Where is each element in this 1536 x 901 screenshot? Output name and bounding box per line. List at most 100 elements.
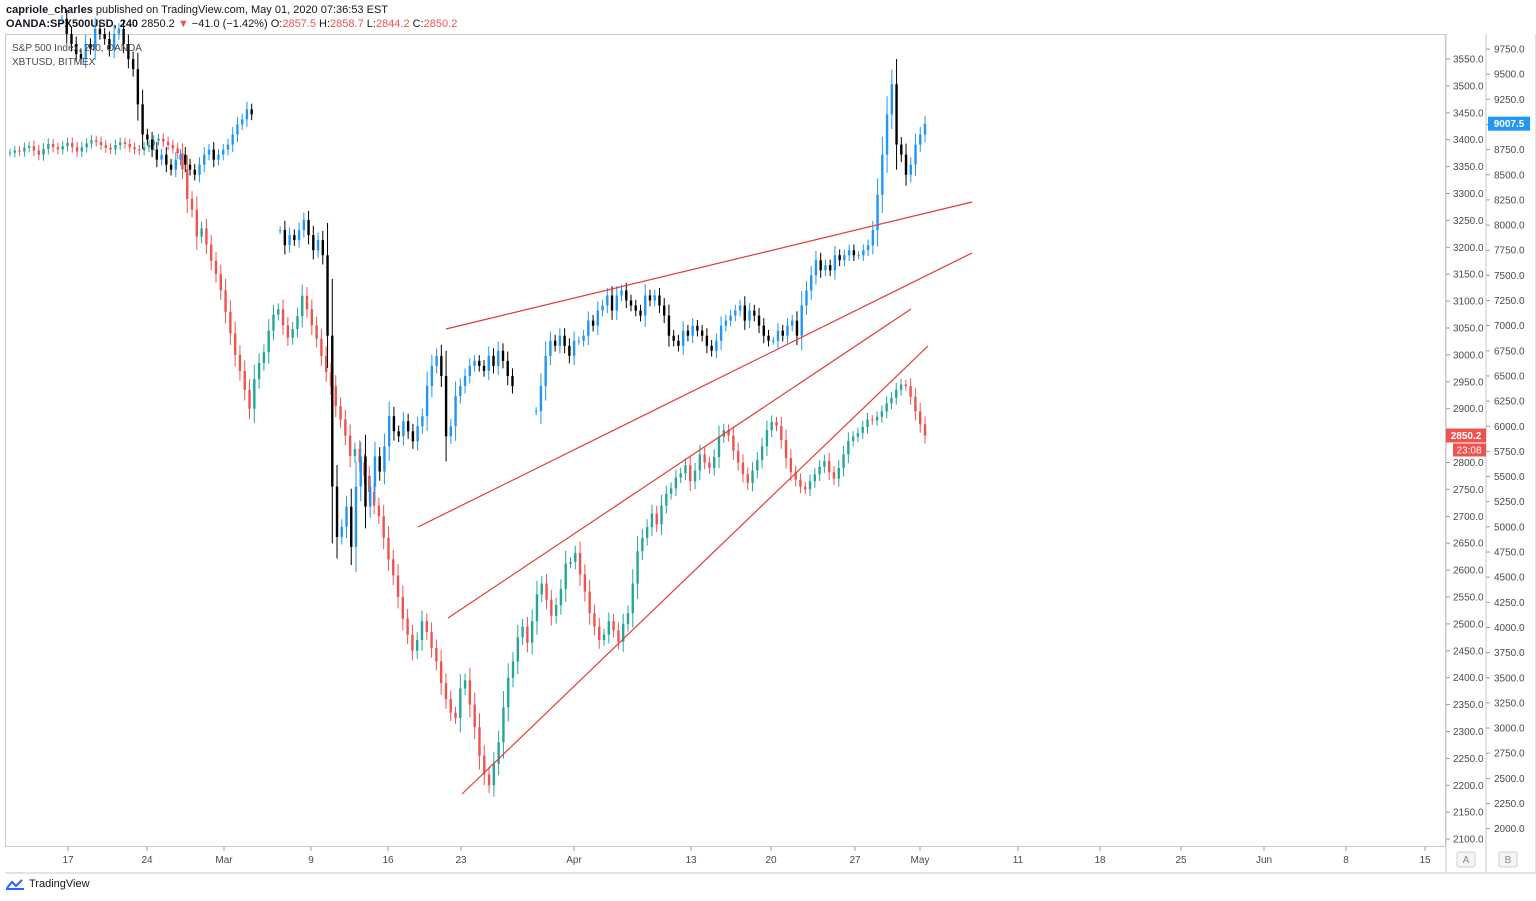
- spx-candle: [564, 563, 567, 589]
- xbt-candle: [534, 411, 538, 413]
- xbt-candle: [620, 290, 623, 296]
- xbt-candle: [639, 310, 642, 316]
- spx-candle: [171, 145, 175, 149]
- trend-line: [461, 345, 929, 795]
- xbt-candle: [454, 396, 457, 427]
- low-label: L:: [366, 18, 376, 30]
- spx-candle: [736, 450, 740, 463]
- spx-candle: [674, 477, 678, 489]
- spx-candle: [751, 470, 754, 483]
- xbt-candle: [212, 149, 215, 160]
- scale-button-a[interactable]: [1456, 851, 1476, 868]
- trend-line: [445, 201, 973, 330]
- trend-line: [417, 252, 973, 528]
- right-axis-label: 3250.0: [1494, 698, 1525, 709]
- spx-candle: [224, 290, 227, 312]
- xbt-candle: [278, 230, 282, 232]
- spx-candle: [277, 309, 280, 315]
- xbt-candle: [814, 260, 818, 276]
- right-axis-label: 2000.0: [1494, 824, 1525, 835]
- xbt-candle: [658, 295, 661, 306]
- spx-candle: [334, 386, 337, 407]
- spx-candle: [61, 146, 64, 150]
- spx-candle: [123, 142, 127, 145]
- xbt-candle: [881, 154, 884, 195]
- x-axis-label: 20: [765, 855, 777, 866]
- xbt-candle: [174, 159, 178, 170]
- xbt-candle: [686, 330, 690, 336]
- spx-candle: [142, 147, 146, 151]
- xbt-candle: [340, 526, 343, 537]
- xbt-candle: [406, 421, 410, 432]
- right-axis-label: 7000.0: [1494, 321, 1525, 332]
- xbt-candle: [359, 456, 362, 487]
- spx-candle: [459, 688, 462, 719]
- right-axis-label: 6000.0: [1494, 422, 1525, 433]
- xbt-candle: [606, 295, 609, 306]
- spx-candle: [23, 147, 26, 152]
- spx-candle: [18, 150, 21, 152]
- spx-candle: [47, 144, 50, 149]
- xbt-candle: [93, 28, 97, 49]
- xbt-candle: [644, 295, 647, 316]
- spx-candle: [569, 562, 572, 564]
- x-axis-label: 15: [1419, 855, 1431, 866]
- xbt-candle: [112, 33, 116, 49]
- xbt-candle: [487, 355, 490, 371]
- xbt-candle: [729, 315, 732, 321]
- xbt-candle: [767, 335, 770, 341]
- xbt-candle: [326, 255, 329, 336]
- xbt-candle: [700, 330, 704, 336]
- footer-brand[interactable]: TradingView: [6, 878, 90, 890]
- xbt-candle: [117, 28, 121, 34]
- right-axis-label: 3750.0: [1494, 648, 1525, 659]
- xbt-candle: [70, 33, 73, 44]
- spx-candle: [689, 465, 692, 482]
- xbt-candle: [904, 154, 908, 175]
- xbt-candle: [316, 240, 320, 251]
- spx-candle: [176, 148, 179, 154]
- xbt-candle: [468, 365, 471, 376]
- countdown-badge: 23:08: [1456, 445, 1481, 456]
- right-axis-label: 7750.0: [1494, 246, 1525, 257]
- left-axis-label: 2900.0: [1453, 404, 1484, 415]
- spx-candle: [507, 677, 510, 708]
- xbt-candle: [781, 330, 784, 336]
- right-axis-label: 9750.0: [1494, 45, 1525, 56]
- spx-candle: [760, 446, 764, 460]
- spx-candle: [535, 594, 539, 622]
- xbt-candle: [131, 59, 135, 70]
- x-axis-label: 16: [382, 855, 394, 866]
- spx-candle: [660, 505, 663, 525]
- spx-candle: [253, 379, 256, 409]
- spx-candle: [703, 454, 706, 463]
- xbt-candle: [786, 325, 789, 336]
- spx-candle: [411, 634, 414, 651]
- spx-candle: [684, 465, 687, 474]
- left-axis-label: 3300.0: [1453, 189, 1484, 200]
- xbt-candle: [463, 375, 467, 387]
- xbt-candle: [65, 18, 68, 34]
- spx-candle: [118, 142, 122, 146]
- spx-candle: [890, 397, 893, 404]
- spx-candle: [372, 492, 376, 506]
- xbt-candle: [60, 18, 64, 20]
- spx-candle: [186, 169, 189, 199]
- xbt-candle: [653, 295, 656, 301]
- xbt-candle: [312, 235, 315, 251]
- spx-candle: [847, 440, 850, 455]
- xbt-candle: [876, 194, 879, 231]
- xbt-candle: [895, 84, 898, 145]
- spx-candle: [856, 432, 860, 437]
- xbt-candle: [634, 305, 637, 311]
- xbt-candle: [383, 446, 386, 472]
- low-value: 2844.2: [375, 18, 410, 30]
- publisher-name[interactable]: capriole_charles: [6, 4, 93, 16]
- xbt-last-price-badge-bg: [1488, 116, 1530, 131]
- spx-candle: [233, 333, 237, 355]
- scale-button-b[interactable]: [1498, 851, 1518, 868]
- countdown-badge-bg: [1453, 443, 1486, 457]
- publish-info: published on TradingView.com, May 01, 20…: [95, 4, 389, 16]
- xbt-candle: [207, 149, 211, 155]
